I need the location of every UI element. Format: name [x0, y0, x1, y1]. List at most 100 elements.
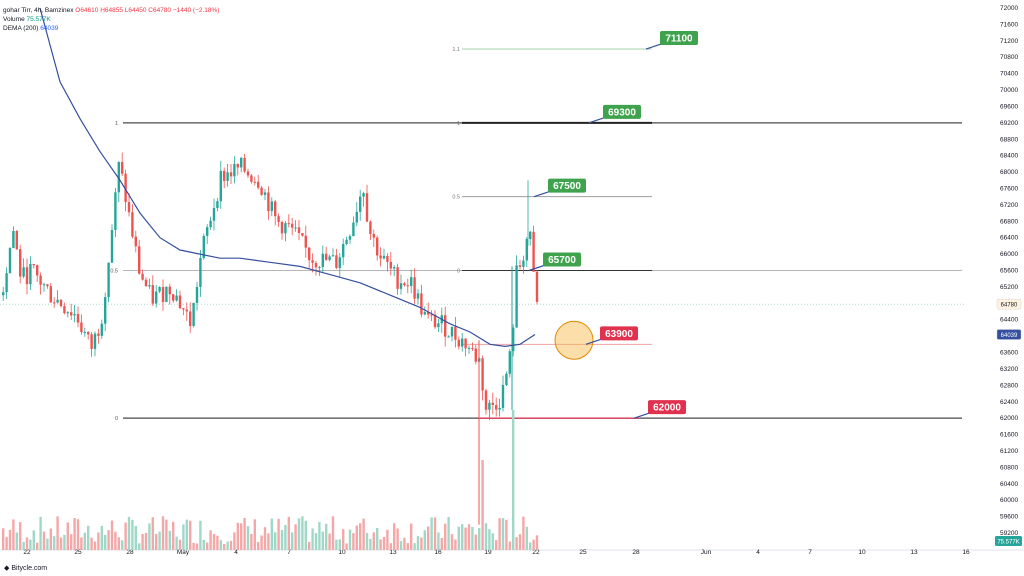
- candle-body: [498, 407, 501, 410]
- target-callout-label: 63900: [605, 329, 633, 340]
- volume-bar: [56, 516, 59, 550]
- candle-body: [104, 297, 107, 324]
- candle-body: [53, 302, 56, 304]
- candle-body: [518, 265, 522, 267]
- price-tick-label: 69600: [1000, 103, 1018, 110]
- price-axis-marker-label: 64780: [1001, 303, 1018, 309]
- candle-body: [522, 260, 525, 267]
- volume-bar: [260, 535, 263, 550]
- target-callout-box[interactable]: [600, 326, 638, 341]
- volume-bar: [304, 520, 307, 550]
- target-callout-box[interactable]: [603, 104, 641, 119]
- highlight-circle[interactable]: [554, 320, 594, 360]
- volume-bar: [393, 523, 396, 550]
- candle-body: [423, 312, 426, 315]
- volume-bar: [49, 528, 52, 550]
- fib-extension-label: 0: [457, 269, 460, 275]
- volume-bar: [131, 519, 134, 550]
- price-axis-marker: [996, 298, 1022, 310]
- dema-line[interactable]: [39, 7, 536, 348]
- volume-bar: [178, 539, 182, 550]
- price-tick-label: 63600: [1000, 350, 1018, 357]
- volume-bar: [148, 523, 151, 550]
- candle-body: [318, 267, 321, 269]
- price-tick-label: 61200: [1000, 448, 1018, 455]
- volume-bar: [233, 532, 236, 550]
- volume-bar: [110, 520, 114, 550]
- volume-bar: [474, 534, 477, 550]
- volume-bar: [270, 518, 273, 550]
- volume-bar: [172, 521, 175, 550]
- time-tick-label: 4: [756, 549, 760, 556]
- price-tick-label: 70800: [1000, 54, 1018, 61]
- volume-bar: [155, 533, 158, 550]
- volume-bar: [467, 524, 471, 550]
- candle-body: [87, 332, 90, 335]
- candle-body: [36, 265, 39, 276]
- volume-value: 75.577K: [26, 16, 51, 23]
- target-callout-box[interactable]: [660, 31, 698, 46]
- volume-bar: [175, 536, 178, 550]
- time-tick-label: 28: [126, 549, 134, 556]
- time-tick-label: May: [177, 549, 190, 556]
- candle-body: [19, 249, 22, 277]
- volume-bar: [141, 533, 144, 550]
- volume-bar: [325, 523, 328, 550]
- candle-body: [263, 192, 267, 195]
- candle-body: [379, 255, 382, 259]
- candle-body: [165, 286, 168, 302]
- volume-bar: [352, 533, 355, 550]
- target-callout-box[interactable]: [543, 252, 581, 267]
- volume-bar: [124, 522, 127, 550]
- candle-body: [2, 292, 5, 296]
- volume-bar: [19, 522, 22, 550]
- volume-bar: [104, 534, 107, 550]
- volume-label[interactable]: Volume: [3, 16, 25, 23]
- ohlc-values: O64610 H64855 L64450 C64780 −1440 (−2.18…: [75, 7, 220, 14]
- target-callout-box[interactable]: [548, 178, 586, 193]
- time-tick-label: Jun: [701, 549, 712, 556]
- volume-axis-marker-label: 75.577K: [997, 540, 1019, 546]
- volume-bar: [399, 541, 403, 550]
- candle-body: [59, 299, 63, 307]
- symbol-label[interactable]: gohar Tirr, 4h, Bamzinex: [3, 7, 74, 14]
- candle-body: [73, 313, 76, 316]
- volume-bar: [529, 542, 532, 550]
- volume-bar: [212, 534, 216, 550]
- volume-bar: [134, 526, 137, 550]
- volume-bar: [379, 539, 382, 550]
- candle-body: [260, 187, 263, 195]
- volume-bar: [359, 523, 362, 550]
- volume-bar: [433, 517, 437, 550]
- candle-body: [389, 261, 392, 269]
- time-tick-label: 10: [338, 549, 346, 556]
- candle-body: [430, 314, 433, 316]
- fib-extension-label: 1.1: [452, 47, 460, 53]
- candle-body: [342, 243, 345, 258]
- candle-body: [189, 311, 192, 327]
- brand-footer: ◆ Bitycle.com: [4, 564, 47, 572]
- candle-body: [348, 236, 352, 240]
- candle-body: [457, 339, 460, 347]
- time-tick-label: 22: [23, 549, 31, 556]
- candle-body: [362, 193, 365, 197]
- dema-label[interactable]: DEMA (200): [3, 25, 39, 32]
- volume-bar: [229, 540, 233, 550]
- target-callout-box[interactable]: [648, 400, 686, 415]
- volume-bar: [93, 541, 97, 550]
- price-axis-marker: [996, 329, 1022, 340]
- candle-body: [182, 308, 185, 310]
- candle-body: [90, 334, 93, 349]
- candle-body: [39, 275, 42, 285]
- volume-bar: [97, 532, 100, 550]
- price-axis[interactable]: [966, 0, 1024, 550]
- volume-bar: [59, 537, 63, 550]
- volume-bar: [362, 518, 365, 550]
- volume-bar: [267, 533, 270, 550]
- volume-bar: [250, 533, 253, 550]
- volume-bar: [308, 541, 311, 550]
- volume-bar: [243, 517, 246, 550]
- price-tick-label: 72000: [1000, 5, 1018, 12]
- volume-bar: [46, 538, 49, 550]
